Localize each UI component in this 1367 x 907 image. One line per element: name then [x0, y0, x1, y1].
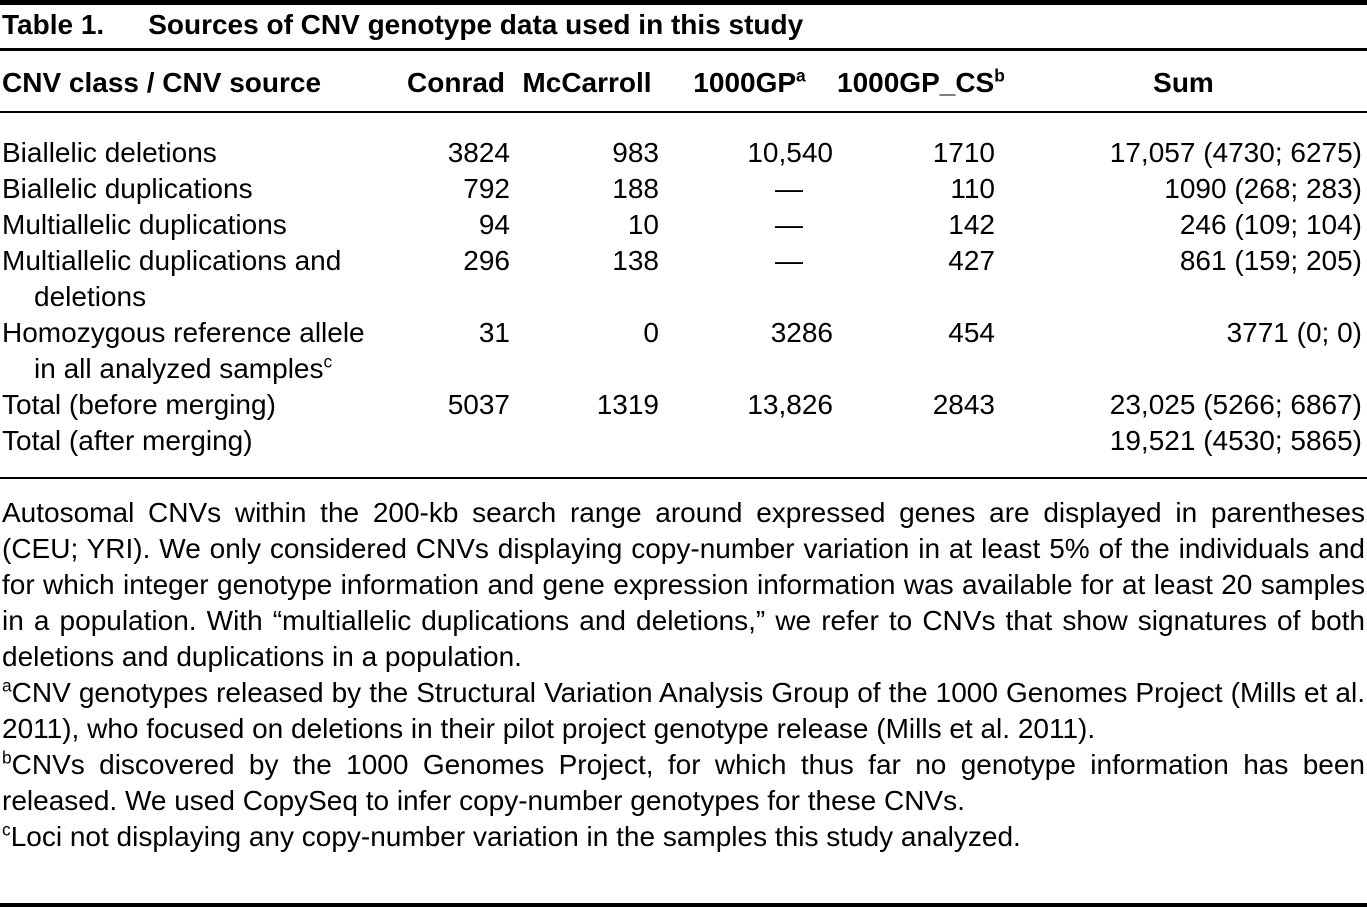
cnv-sources-table: CNV class / CNV source Conrad McCarroll … — [0, 51, 1367, 479]
table-footnotes: Autosomal CNVs within the 200-kb search … — [0, 479, 1367, 855]
col-header-1000gp-cs: 1000GP_CSb — [837, 51, 1005, 113]
table-row-total-before-merging: Total (before merging) 5037 1319 13,826 … — [0, 387, 1367, 423]
row-label-line2: deletions — [34, 281, 147, 312]
cell-conrad: 5037 — [447, 389, 510, 420]
footnote-b: bCNVs discovered by the 1000 Genomes Pro… — [2, 747, 1365, 819]
footnote-marker-b: b — [994, 65, 1005, 86]
cell-1000gp-cs: 427 — [948, 245, 995, 276]
table-caption: Table 1. Sources of CNV genotype data use… — [0, 0, 1367, 51]
row-label-line2: in all analyzed samplesc — [2, 351, 400, 387]
cell-1000gp — [662, 423, 837, 478]
cell-1000gp: 13,826 — [747, 389, 833, 420]
cell-sum: 246 (109; 104) — [1179, 209, 1362, 240]
row-label: Multiallelic duplications — [2, 209, 287, 240]
footnote-general: Autosomal CNVs within the 200-kb search … — [2, 497, 1365, 672]
footnote-a: aCNV genotypes released by the Structura… — [2, 675, 1365, 747]
footnote-a-text: CNV genotypes released by the Structural… — [2, 677, 1365, 744]
cell-1000gp-cs: 454 — [948, 317, 995, 348]
cell-sum: 1090 (268; 283) — [1164, 173, 1362, 204]
table-row-biallelic-duplications: Biallelic duplications 792 188 — 110 109… — [0, 171, 1367, 207]
row-label-line1: Multiallelic duplications and — [2, 245, 342, 276]
cell-conrad: 31 — [478, 317, 510, 348]
cell-1000gp: 3286 — [770, 317, 833, 348]
cell-mccarroll: 1319 — [596, 389, 659, 420]
table-row-multiallelic-dup-del: Multiallelic duplications and deletions … — [0, 243, 1367, 315]
col-header-1000gp: 1000GPa — [662, 51, 837, 113]
cell-mccarroll: 0 — [643, 317, 659, 348]
row-label: Total (before merging) — [2, 389, 276, 420]
cell-1000gp-cs: 1710 — [932, 137, 995, 168]
cell-mccarroll: 138 — [612, 245, 659, 276]
col-header-1000gp-text: 1000GP — [693, 67, 797, 98]
footnote-c-marker: c — [2, 819, 11, 840]
cell-1000gp-cs — [837, 423, 1000, 478]
cell-mccarroll: 188 — [612, 173, 659, 204]
row-label-line2-text: in all analyzed samples — [34, 353, 324, 384]
cell-1000gp-cs: 142 — [948, 209, 995, 240]
table-title: Sources of CNV genotype data used in thi… — [148, 9, 804, 40]
footnote-b-text: CNVs discovered by the 1000 Genomes Proj… — [2, 749, 1365, 816]
cell-1000gp-cs: 2843 — [932, 389, 995, 420]
cell-1000gp: — — [775, 173, 803, 204]
cell-sum: 861 (159; 205) — [1179, 245, 1362, 276]
table-row-homozygous-reference: Homozygous reference allele in all analy… — [0, 315, 1367, 387]
cell-sum: 19,521 (4530; 5865) — [1109, 425, 1362, 456]
cell-mccarroll — [512, 423, 662, 478]
cell-mccarroll: 983 — [612, 137, 659, 168]
row-label: Biallelic deletions — [2, 137, 217, 168]
cell-1000gp: — — [775, 245, 803, 276]
footnote-c: cLoci not displaying any copy-number var… — [2, 819, 1365, 855]
cell-conrad — [400, 423, 512, 478]
table-row-total-after-merging: Total (after merging) 19,521 (4530; 5865… — [0, 423, 1367, 478]
col-header-sum: Sum — [1000, 51, 1367, 113]
footnote-marker-c: c — [323, 351, 333, 372]
table-row-biallelic-deletions: Biallelic deletions 3824 983 10,540 1710… — [0, 112, 1367, 171]
cell-1000gp: 10,540 — [747, 137, 833, 168]
header-row: CNV class / CNV source Conrad McCarroll … — [0, 51, 1367, 113]
row-label: Biallelic duplications — [2, 173, 253, 204]
cell-mccarroll: 10 — [627, 209, 659, 240]
col-header-conrad: Conrad — [400, 51, 512, 113]
footnote-a-marker: a — [2, 675, 12, 696]
col-header-cnv-class: CNV class / CNV source — [0, 51, 400, 113]
cell-sum: 17,057 (4730; 6275) — [1109, 137, 1362, 168]
table-label: Table 1. — [2, 9, 105, 40]
cell-conrad: 94 — [478, 209, 510, 240]
cell-conrad: 296 — [463, 245, 510, 276]
footnote-b-marker: b — [2, 747, 12, 768]
table-row-multiallelic-duplications: Multiallelic duplications 94 10 — 142 24… — [0, 207, 1367, 243]
cell-conrad: 792 — [463, 173, 510, 204]
cell-sum: 23,025 (5266; 6867) — [1109, 389, 1362, 420]
cell-conrad: 3824 — [447, 137, 510, 168]
row-label-line1: Homozygous reference allele — [2, 317, 365, 348]
footnote-c-text: Loci not displaying any copy-number vari… — [10, 821, 1021, 852]
col-header-mccarroll: McCarroll — [512, 51, 662, 113]
row-label: Total (after merging) — [2, 425, 253, 456]
cell-1000gp: — — [775, 209, 803, 240]
row-label: Homozygous reference allele in all analy… — [0, 315, 400, 387]
row-label: Multiallelic duplications and deletions — [0, 243, 400, 315]
col-header-1000gp-cs-text: 1000GP_CS — [837, 67, 995, 98]
cell-sum: 3771 (0; 0) — [1226, 317, 1362, 348]
cell-1000gp-cs: 110 — [950, 173, 995, 204]
footnote-marker-a: a — [796, 65, 806, 86]
